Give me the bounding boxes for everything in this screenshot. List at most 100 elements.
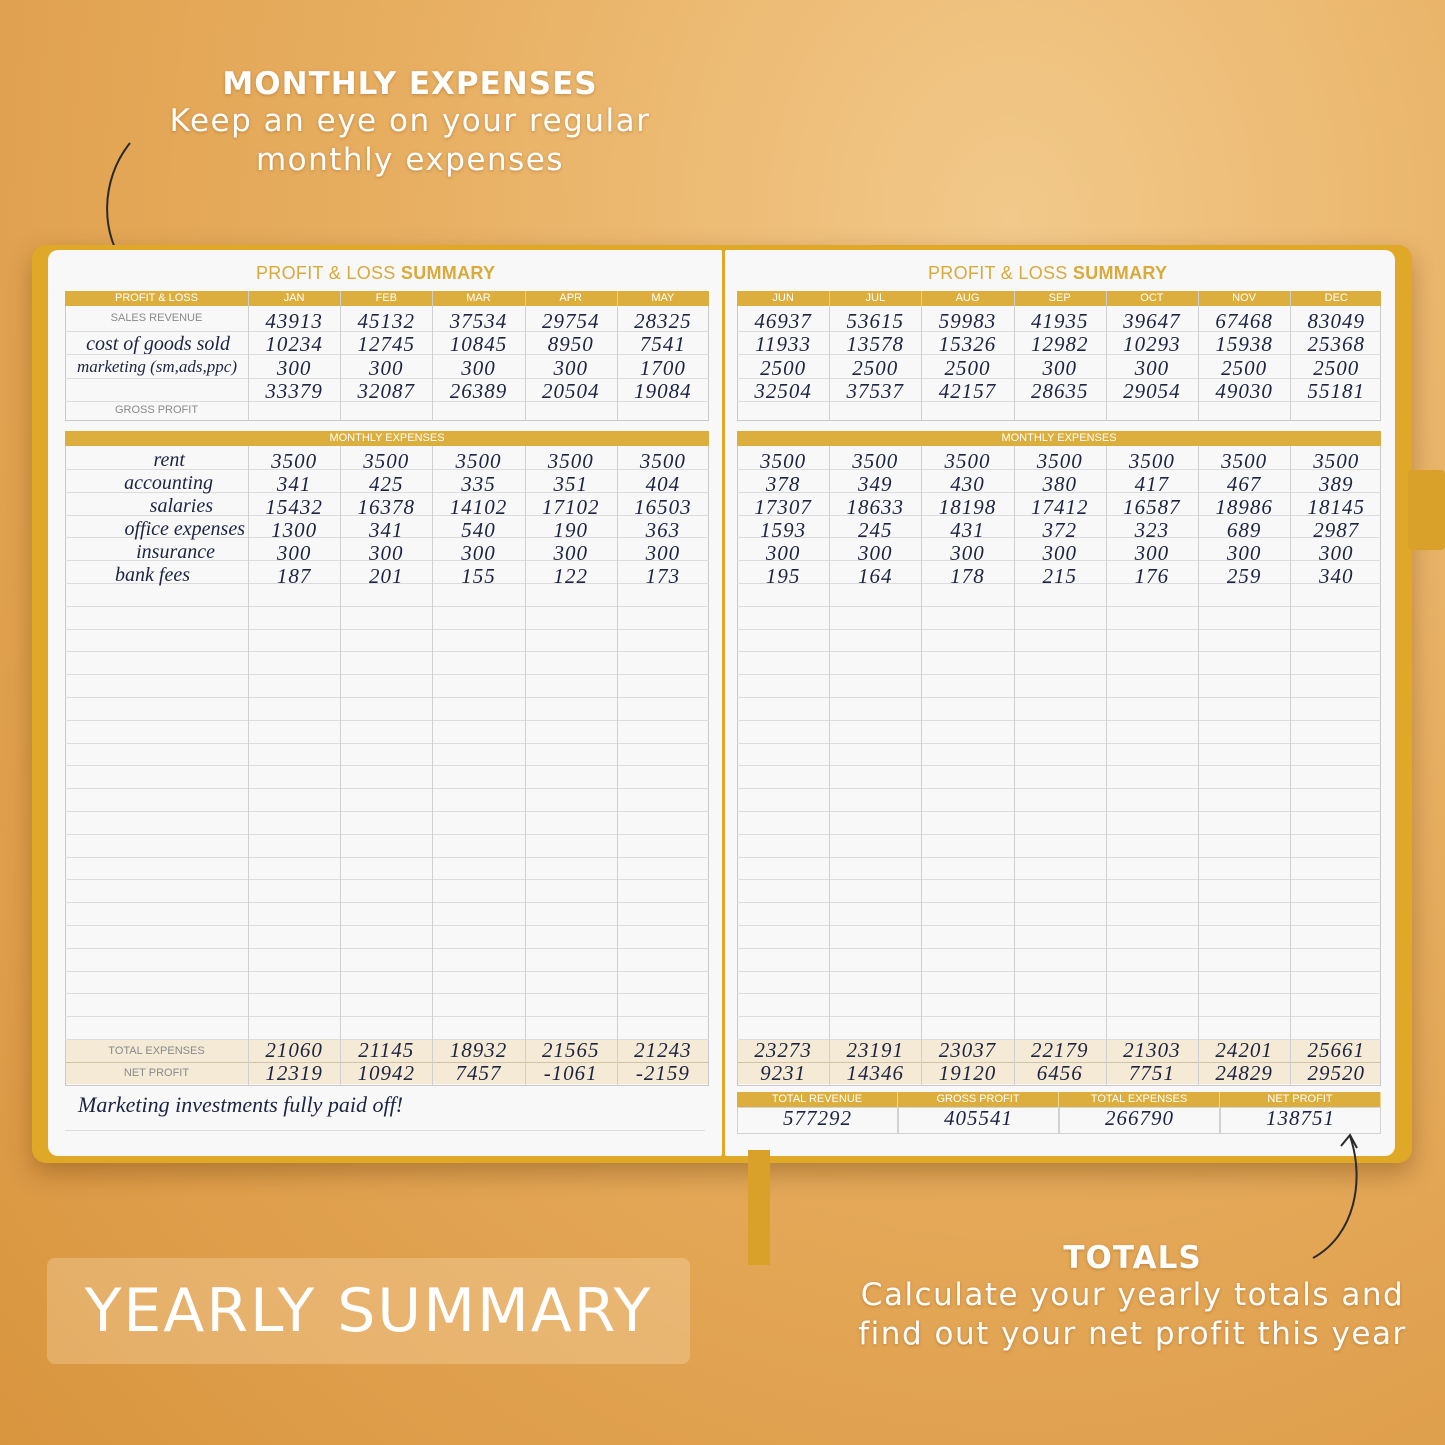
callout-text: monthly expenses <box>255 142 565 178</box>
grid-line <box>65 560 709 562</box>
grid-line <box>737 354 1381 355</box>
expense-cell: 300 <box>950 541 985 565</box>
net-profit-cell: 6456 <box>1036 1061 1083 1085</box>
month-header: JAN <box>283 292 305 304</box>
pl-cell: 26389 <box>449 379 508 403</box>
pl-cell: 33379 <box>265 379 323 403</box>
note-line <box>65 1130 705 1131</box>
grid-line <box>737 742 1381 744</box>
grid-line <box>65 970 709 972</box>
label-sales-revenue: SALES REVENUE <box>110 312 203 324</box>
pl-cell: 12982 <box>1030 332 1089 356</box>
expense-cell: 372 <box>1042 518 1077 542</box>
pl-cell: 67468 <box>1215 309 1273 333</box>
arrow-icon <box>1312 1133 1358 1259</box>
column-divider <box>248 446 249 1086</box>
monthly-expenses-callout: MONTHLY EXPENSES Keep an eye on your reg… <box>150 66 670 180</box>
expense-cell: 245 <box>858 518 893 542</box>
label-total-expenses: TOTAL EXPENSES <box>108 1045 205 1057</box>
expense-label: salaries <box>149 495 213 517</box>
grid-line <box>65 856 709 858</box>
grid-line <box>65 469 709 470</box>
expense-cell: 300 <box>858 541 893 565</box>
pl-cell: 1700 <box>639 356 686 380</box>
expense-cell: 17307 <box>754 495 812 519</box>
expense-cell: 1593 <box>760 518 807 542</box>
total-expenses-cell: 21565 <box>541 1038 600 1062</box>
pl-cell: 10845 <box>449 332 508 356</box>
pl-cell: 59983 <box>938 309 997 333</box>
grid-line <box>737 514 1381 516</box>
expense-cell: 215 <box>1042 564 1077 588</box>
expense-cell: 689 <box>1226 518 1262 542</box>
grid-line <box>737 788 1381 790</box>
pl-cell: 45132 <box>357 309 416 333</box>
label-net-profit: NET PROFIT <box>123 1067 190 1079</box>
expense-cell: 417 <box>1134 472 1170 496</box>
column-divider <box>616 446 618 1086</box>
column-divider <box>248 291 249 421</box>
yearly-summary-badge: YEARLY SUMMARY <box>47 1258 690 1364</box>
total-expenses-cell: 21060 <box>265 1038 323 1062</box>
grid-line <box>65 742 709 744</box>
expense-cell: 404 <box>645 472 681 496</box>
grid-line <box>737 811 1381 812</box>
pl-cell: 37537 <box>846 379 905 403</box>
net-profit-cell: 7457 <box>455 1061 502 1085</box>
total-expenses-cell: 21303 <box>1123 1038 1181 1062</box>
pl-cell: 37534 <box>449 309 508 333</box>
grid-line <box>65 674 709 676</box>
pl-cell: 300 <box>1042 356 1077 380</box>
grid-line <box>65 378 709 379</box>
yearly-total-header: TOTAL REVENUE <box>737 1092 898 1107</box>
grid-line <box>65 537 709 539</box>
grid-line <box>65 1062 709 1063</box>
pl-cell: 2500 <box>1313 356 1360 380</box>
grid-line <box>737 1062 1381 1063</box>
expense-cell: 351 <box>553 472 588 496</box>
expense-cell: 323 <box>1134 518 1170 542</box>
grid-line <box>65 651 709 653</box>
grid-line <box>737 765 1381 767</box>
expense-cell: 195 <box>765 564 801 588</box>
title-light: PROFIT & LOSS <box>928 263 1073 283</box>
pl-cell: 10234 <box>265 332 323 356</box>
expense-cell: 467 <box>1226 472 1262 496</box>
grid-line <box>737 331 1381 332</box>
pl-cell: 8950 <box>547 332 594 356</box>
expense-cell: 16378 <box>357 495 416 519</box>
expense-cell: 3500 <box>639 449 686 473</box>
column-divider <box>1198 291 1199 421</box>
grid-line <box>737 697 1381 698</box>
month-header: MAY <box>651 292 675 304</box>
expense-cell: 3500 <box>852 449 899 473</box>
column-divider <box>432 291 434 421</box>
grid-line <box>737 560 1381 562</box>
callout-heading: MONTHLY EXPENSES <box>222 66 598 102</box>
month-header: OCT <box>1140 292 1164 304</box>
expense-cell: 3500 <box>1313 449 1360 473</box>
pl-cell: 42157 <box>938 379 997 403</box>
pl-cell: 2500 <box>1221 356 1268 380</box>
expense-cell: 18145 <box>1307 495 1366 519</box>
expense-cell: 363 <box>645 518 681 542</box>
callout-heading: TOTALS <box>1063 1240 1202 1276</box>
month-header: JUL <box>865 292 886 304</box>
expense-cell: 341 <box>369 518 404 542</box>
expense-label: office expenses <box>124 518 246 540</box>
pl-cell: 55181 <box>1307 379 1366 403</box>
column-divider <box>524 446 526 1086</box>
title-light: PROFIT & LOSS <box>256 263 401 283</box>
expense-cell: 2987 <box>1313 518 1360 542</box>
grid-line <box>65 1016 709 1018</box>
month-header: SEP <box>1048 292 1071 304</box>
expense-cell: 3500 <box>363 449 410 473</box>
month-header: APR <box>559 292 582 304</box>
pl-cell: 32087 <box>357 379 416 403</box>
pl-cell: 43913 <box>265 309 323 333</box>
grid-line <box>65 514 709 516</box>
grid-line <box>737 1039 1381 1040</box>
pl-cell: 11933 <box>755 332 812 356</box>
column-divider <box>616 291 618 421</box>
pl-cell: 300 <box>553 356 588 380</box>
